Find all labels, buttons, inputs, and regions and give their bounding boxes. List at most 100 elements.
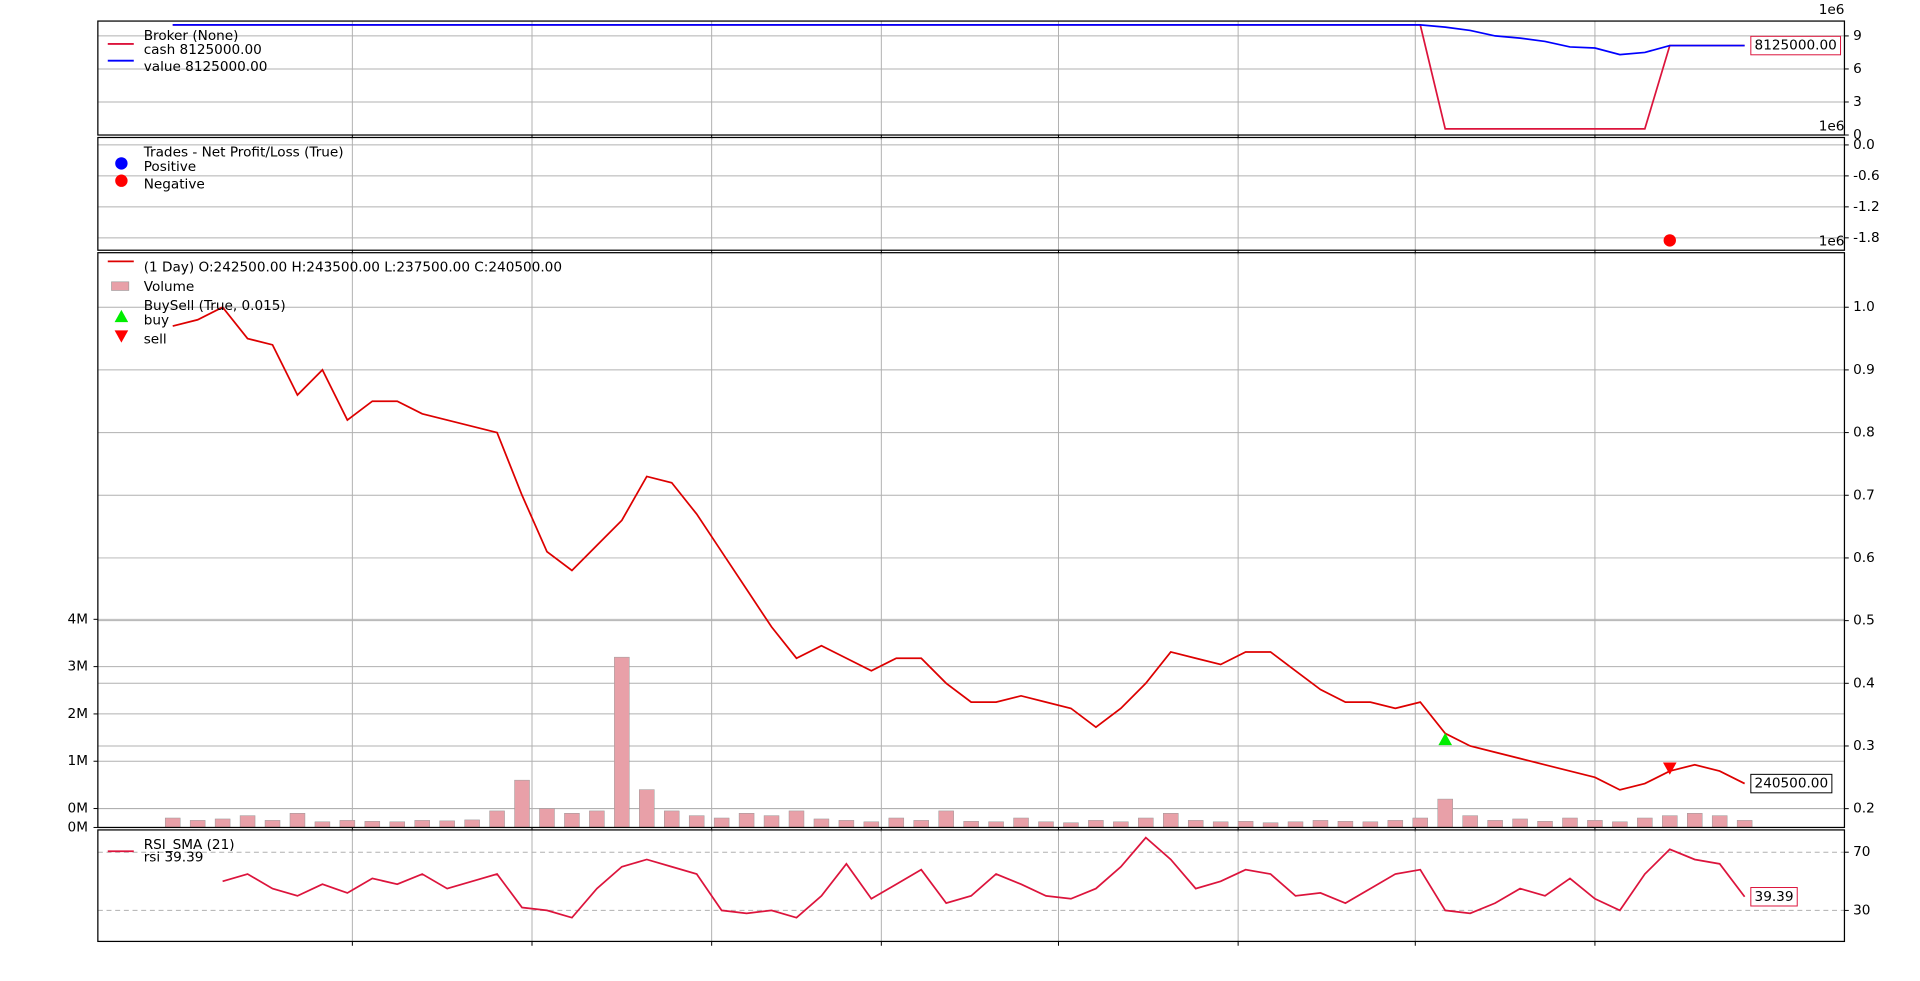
y-tick-label: 30: [1853, 902, 1870, 918]
volume-bar: [439, 820, 455, 828]
legend-label: rsi 39.39: [144, 849, 204, 865]
volume-bar: [1237, 821, 1254, 828]
panel-frame: [97, 136, 1846, 251]
legend-title: RSI_SMA (21): [144, 837, 235, 853]
legend-group: BuySell (True, 0.015): [144, 298, 286, 314]
volume-bar: [1088, 820, 1104, 828]
volume-bar: [863, 821, 880, 828]
volume-bar: [289, 813, 306, 828]
volume-bar: [389, 821, 406, 828]
legend-marker: [114, 330, 129, 343]
volume-bar: [1412, 817, 1429, 828]
last-value-label: 240500.00: [1755, 776, 1829, 792]
y-tick-label: 0.2: [1853, 801, 1875, 817]
volume-bar: [1537, 821, 1553, 828]
volume-bar: [1562, 817, 1578, 828]
legend-label: Volume: [144, 279, 195, 295]
last-value-box: [1750, 887, 1798, 907]
y2-tick-label: 4M: [68, 611, 88, 627]
volume-bar: [688, 815, 705, 828]
legend-label: cash 8125000.00: [144, 42, 262, 58]
data-point: [1663, 234, 1676, 247]
volume-bar: [1013, 817, 1029, 828]
legend-title: Trades - Net Profit/Loss (True): [143, 144, 344, 160]
y-tick-label: 0.4: [1853, 675, 1875, 691]
volume-bar: [189, 820, 206, 828]
volume-bar: [1287, 821, 1304, 828]
volume-bar: [963, 821, 979, 828]
volume-bar: [888, 817, 905, 828]
volume-bar: [1337, 821, 1354, 828]
volume-bar: [364, 821, 381, 828]
y-tick-label: 0.0: [1853, 137, 1875, 153]
y-tick-label: -1.8: [1853, 230, 1880, 246]
y2-tick-label: 0M: [68, 819, 88, 835]
y2-tick-label: 2M: [68, 706, 88, 722]
volume-bar: [639, 789, 655, 828]
volume-bar: [1487, 820, 1503, 828]
volume-bar: [164, 817, 181, 828]
y-tick-label: 0.5: [1853, 613, 1875, 629]
legend-title: Broker (None): [144, 28, 239, 44]
series-line: [172, 24, 1745, 56]
panel-frame: [97, 829, 1846, 943]
volume-bar: [514, 779, 530, 828]
volume-bar: [1462, 815, 1478, 828]
y-tick-label: -1.2: [1853, 199, 1880, 215]
legend-marker: [115, 174, 128, 187]
volume-bar: [664, 810, 680, 828]
volume-bar: [1587, 820, 1603, 828]
legend-label: sell: [144, 332, 167, 348]
volume-bar: [1637, 817, 1653, 828]
volume-bar: [1437, 798, 1453, 828]
legend-marker: [114, 309, 129, 323]
axis-offset-label: 1e6: [1819, 234, 1845, 250]
volume-bar: [1163, 813, 1179, 828]
volume-bar: [414, 820, 430, 828]
last-value-box: [1750, 35, 1842, 56]
volume-bar: [314, 821, 331, 828]
volume-bar: [614, 656, 630, 828]
y2-tick-label: 1M: [68, 753, 88, 769]
volume-bar: [1312, 820, 1329, 828]
volume-bar: [1212, 821, 1229, 828]
y2-tick-label: 3M: [68, 659, 88, 675]
volume-bar: [1512, 818, 1528, 828]
volume-bar: [1686, 813, 1703, 828]
y-tick-label: 9: [1853, 28, 1862, 44]
volume-bar: [913, 820, 929, 828]
volume-bar: [738, 813, 755, 828]
volume-bar: [1262, 822, 1279, 828]
last-value-box: [1750, 773, 1833, 794]
volume-bar: [813, 818, 830, 828]
volume-bar: [589, 810, 605, 828]
volume-bar: [713, 817, 730, 828]
series-line: [222, 836, 1746, 919]
panel-frame: [97, 252, 1846, 829]
axis-offset-label: 1e6: [1819, 2, 1845, 18]
y-tick-label: 0: [1853, 127, 1862, 143]
y-tick-label: 0.9: [1853, 362, 1875, 378]
y-tick-label: 0.8: [1853, 425, 1875, 441]
volume-bar: [788, 810, 805, 828]
volume-bar: [264, 820, 281, 828]
y-tick-label: 1.0: [1853, 299, 1875, 315]
volume-bar: [1612, 821, 1628, 828]
last-value-label: 39.39: [1755, 889, 1794, 905]
data-point: [1438, 732, 1453, 746]
volume-bar: [464, 819, 480, 828]
y-tick-label: 70: [1853, 844, 1870, 860]
legend-marker: [115, 157, 128, 170]
volume-bar: [1387, 820, 1404, 828]
volume-bar: [988, 821, 1004, 828]
y-tick-label: -0.6: [1853, 168, 1880, 184]
volume-bar: [1662, 815, 1678, 828]
volume-bar: [1711, 815, 1728, 828]
volume-bar: [239, 815, 256, 828]
volume-bar: [763, 815, 780, 828]
volume-bar: [489, 810, 505, 828]
legend-label: (1 Day) O:242500.00 H:243500.00 L:237500…: [144, 260, 562, 276]
panel-frame: [97, 20, 1846, 136]
volume-bar: [1187, 820, 1204, 828]
